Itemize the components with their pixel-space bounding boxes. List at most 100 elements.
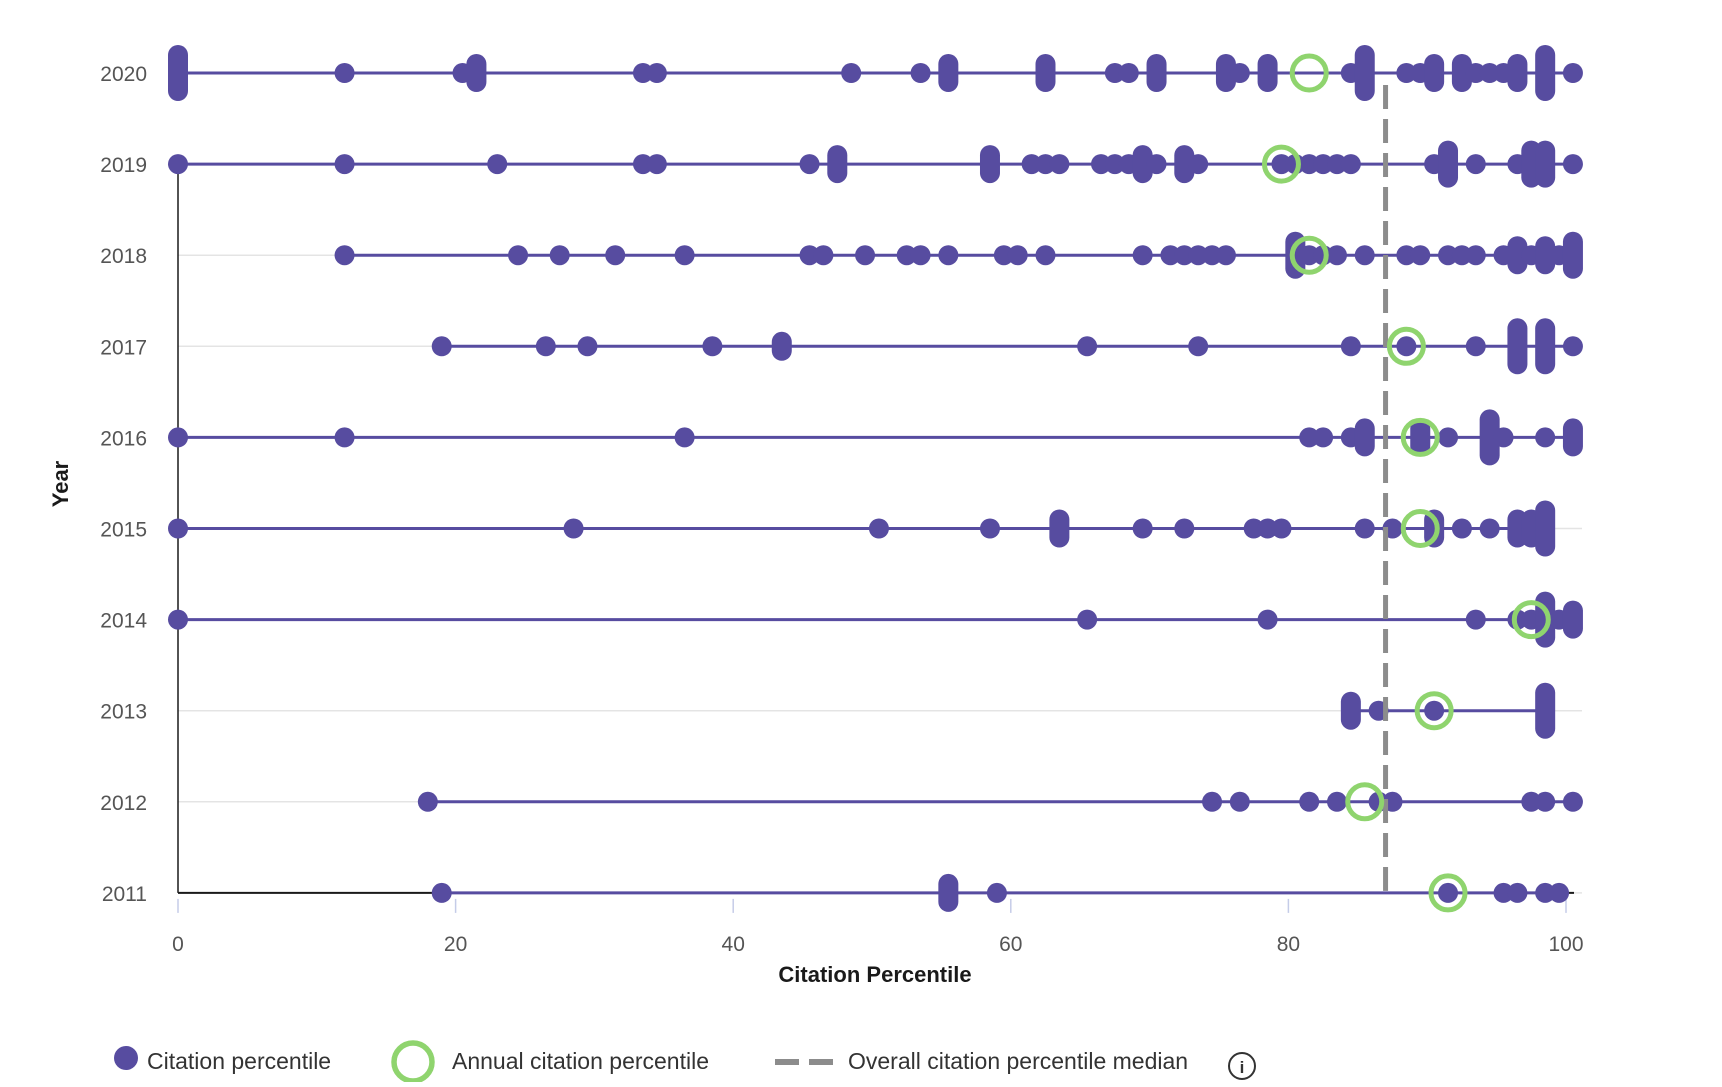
citation-point[interactable] — [577, 336, 598, 357]
citation-point[interactable] — [1535, 682, 1556, 739]
citation-point[interactable] — [1465, 154, 1486, 175]
citation-point[interactable] — [334, 154, 355, 175]
citation-point[interactable] — [986, 882, 1007, 903]
citation-point[interactable] — [1257, 54, 1278, 92]
citation-point[interactable] — [1313, 245, 1334, 266]
citation-point[interactable] — [1410, 418, 1431, 457]
citation-point[interactable] — [938, 873, 959, 912]
citation-point[interactable] — [1257, 518, 1278, 539]
citation-point[interactable] — [1215, 54, 1236, 92]
citation-point[interactable] — [1077, 336, 1098, 357]
citation-point[interactable] — [1465, 336, 1486, 357]
citation-point[interactable] — [1410, 245, 1431, 266]
citation-point[interactable] — [1188, 245, 1209, 266]
annual-percentile-ring-2013[interactable] — [1414, 691, 1454, 731]
citation-point[interactable] — [1035, 54, 1056, 92]
legend-item-overall-median[interactable]: Overall citation percentile median i — [775, 1048, 1256, 1080]
citation-point[interactable] — [632, 63, 653, 83]
citation-point[interactable] — [1562, 63, 1583, 83]
citation-point[interactable] — [1340, 691, 1361, 730]
citation-point[interactable] — [1535, 45, 1556, 101]
citation-point[interactable] — [535, 336, 556, 357]
citation-point[interactable] — [1202, 245, 1223, 266]
citation-point[interactable] — [1493, 882, 1514, 903]
annual-percentile-ring-2016[interactable] — [1400, 417, 1440, 457]
citation-point[interactable] — [674, 427, 695, 448]
citation-point[interactable] — [993, 245, 1014, 266]
citation-point[interactable] — [334, 427, 355, 448]
citation-point[interactable] — [1340, 154, 1361, 175]
citation-point[interactable] — [702, 336, 723, 357]
citation-point[interactable] — [1465, 609, 1486, 630]
citation-point[interactable] — [1396, 63, 1417, 83]
citation-point[interactable] — [1562, 600, 1583, 639]
citation-point[interactable] — [1562, 231, 1583, 279]
citation-point[interactable] — [1507, 54, 1528, 92]
citation-point[interactable] — [168, 45, 188, 101]
citation-point[interactable] — [563, 518, 584, 539]
citation-point[interactable] — [1146, 54, 1167, 92]
citation-point[interactable] — [1507, 882, 1528, 903]
citation-point[interactable] — [1174, 518, 1195, 539]
citation-point[interactable] — [334, 63, 355, 83]
citation-point[interactable] — [896, 245, 917, 266]
citation-point[interactable] — [1354, 518, 1375, 539]
citation-point[interactable] — [1091, 154, 1112, 175]
citation-point[interactable] — [1535, 140, 1556, 188]
citation-point[interactable] — [1299, 791, 1320, 812]
citation-point[interactable] — [1229, 791, 1250, 812]
citation-point[interactable] — [1562, 418, 1583, 457]
citation-point[interactable] — [1465, 245, 1486, 266]
citation-point[interactable] — [1535, 500, 1556, 557]
citation-point[interactable] — [1535, 791, 1556, 812]
citation-point[interactable] — [1104, 63, 1125, 83]
citation-point[interactable] — [1035, 154, 1056, 175]
citation-point[interactable] — [1438, 427, 1459, 448]
citation-point[interactable] — [1354, 45, 1375, 101]
citation-point[interactable] — [1285, 154, 1306, 175]
citation-point[interactable] — [1438, 882, 1459, 903]
citation-point[interactable] — [168, 518, 188, 539]
legend-item-annual-citation-percentile[interactable]: Annual citation percentile — [391, 1040, 709, 1084]
annual-percentile-ring-2019[interactable] — [1261, 144, 1301, 184]
citation-point[interactable] — [1035, 245, 1056, 266]
citation-point[interactable] — [1243, 518, 1264, 539]
citation-point[interactable] — [1507, 609, 1528, 630]
annual-percentile-ring-2017[interactable] — [1386, 326, 1426, 366]
citation-point[interactable] — [979, 145, 1000, 184]
citation-point[interactable] — [1146, 154, 1167, 175]
info-icon[interactable]: i — [1228, 1052, 1256, 1080]
citation-point[interactable] — [1507, 318, 1528, 375]
annual-percentile-ring-2014[interactable] — [1511, 600, 1551, 640]
citation-point[interactable] — [1549, 882, 1570, 903]
citation-point[interactable] — [1326, 245, 1347, 266]
citation-point[interactable] — [1271, 518, 1292, 539]
citation-point[interactable] — [487, 154, 508, 175]
citation-point[interactable] — [1202, 791, 1223, 812]
annual-percentile-ring-2012[interactable] — [1345, 782, 1385, 822]
citation-point[interactable] — [1562, 336, 1583, 357]
citation-point[interactable] — [1160, 245, 1181, 266]
citation-point[interactable] — [1424, 700, 1445, 721]
citation-point[interactable] — [1313, 427, 1334, 448]
citation-point[interactable] — [1438, 245, 1459, 266]
citation-point[interactable] — [1326, 791, 1347, 812]
citation-point[interactable] — [466, 54, 487, 92]
citation-point[interactable] — [910, 63, 931, 83]
citation-point[interactable] — [1562, 791, 1583, 812]
annual-percentile-ring-2015[interactable] — [1400, 509, 1440, 548]
citation-point[interactable] — [1007, 245, 1028, 266]
citation-point[interactable] — [1174, 145, 1195, 184]
citation-point[interactable] — [1451, 54, 1472, 92]
citation-point[interactable] — [1132, 245, 1153, 266]
citation-point[interactable] — [1535, 882, 1556, 903]
citation-point[interactable] — [334, 245, 355, 266]
citation-point[interactable] — [1479, 63, 1500, 83]
citation-point[interactable] — [1104, 154, 1125, 175]
citation-point[interactable] — [855, 245, 876, 266]
citation-point[interactable] — [910, 245, 931, 266]
citation-point[interactable] — [1229, 63, 1250, 83]
citation-point[interactable] — [938, 245, 959, 266]
citation-point[interactable] — [1396, 336, 1417, 357]
citation-point[interactable] — [417, 791, 438, 812]
